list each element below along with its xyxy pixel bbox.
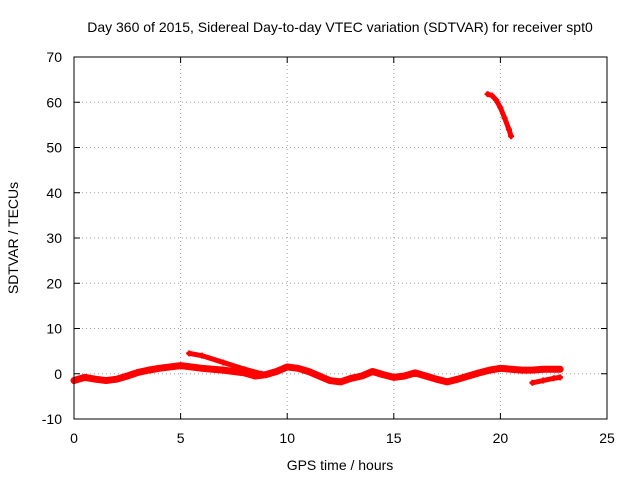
x-tick-labels: 0 5 10 15 20 25	[70, 430, 615, 446]
data-point	[476, 369, 483, 376]
data-point	[273, 368, 280, 375]
x-tick-label: 20	[493, 430, 509, 446]
data-point	[550, 366, 557, 373]
data-point	[505, 126, 512, 133]
data-point	[369, 368, 376, 375]
plot-series	[70, 91, 564, 386]
data-point	[412, 369, 419, 376]
data-point	[348, 375, 355, 382]
data-point	[198, 365, 205, 372]
x-tick-label: 15	[386, 430, 402, 446]
data-point	[540, 366, 547, 373]
data-point	[230, 368, 237, 375]
data-point	[188, 363, 195, 370]
data-point	[529, 367, 536, 374]
y-tick-labels: -10 0 10 20 30 40 50 60 70	[42, 49, 62, 427]
data-point	[134, 369, 141, 376]
series-lower-branch	[529, 374, 563, 386]
data-point	[557, 374, 564, 381]
data-point	[113, 376, 120, 383]
data-point	[557, 366, 564, 373]
data-point	[380, 371, 387, 378]
data-point	[316, 373, 323, 380]
data-point	[433, 376, 440, 383]
data-point	[124, 373, 131, 380]
data-point	[501, 115, 508, 122]
data-point	[305, 368, 312, 375]
x-tick-label: 25	[599, 430, 615, 446]
data-point	[156, 365, 163, 372]
data-point	[284, 363, 291, 370]
data-point	[145, 367, 152, 374]
x-axis-title: GPS time / hours	[287, 457, 394, 473]
x-tick-label: 0	[70, 430, 78, 446]
data-point	[198, 352, 205, 359]
y-tick-label: 70	[46, 49, 62, 65]
data-point	[465, 373, 472, 380]
y-tick-label: 30	[46, 230, 62, 246]
data-point	[92, 376, 99, 383]
data-point	[454, 376, 461, 383]
data-point	[529, 379, 536, 386]
data-point	[102, 377, 109, 384]
data-point	[444, 378, 451, 385]
data-point	[241, 366, 248, 373]
data-point	[358, 373, 365, 380]
data-point	[258, 370, 265, 377]
y-tick-label: 10	[46, 321, 62, 337]
y-tick-label: 20	[46, 275, 62, 291]
data-point	[508, 133, 515, 140]
data-point	[497, 104, 504, 111]
data-point	[81, 374, 88, 381]
data-point	[186, 350, 193, 357]
data-point	[220, 367, 227, 374]
y-tick-label: -10	[42, 411, 62, 427]
y-tick-label: 60	[46, 94, 62, 110]
y-tick-label: 0	[54, 366, 62, 382]
data-point	[326, 377, 333, 384]
data-point	[550, 375, 557, 382]
data-point	[337, 378, 344, 385]
data-point	[294, 365, 301, 372]
y-axis-title: SDTVAR / TECUs	[5, 182, 21, 294]
grid-lines	[74, 57, 607, 419]
axis-ticks	[73, 56, 608, 420]
data-point	[401, 373, 408, 380]
chart-title: Day 360 of 2015, Sidereal Day-to-day VTE…	[87, 19, 593, 35]
y-tick-label: 40	[46, 185, 62, 201]
data-point	[540, 377, 547, 384]
data-point	[493, 96, 500, 103]
data-point	[486, 367, 493, 374]
x-tick-label: 5	[177, 430, 185, 446]
x-tick-label: 10	[279, 430, 295, 446]
data-point	[220, 359, 227, 366]
data-point	[209, 366, 216, 373]
y-tick-label: 50	[46, 140, 62, 156]
data-point	[484, 91, 491, 98]
data-point	[390, 374, 397, 381]
data-point	[166, 363, 173, 370]
data-point	[488, 92, 495, 99]
data-point	[508, 366, 515, 373]
data-point	[177, 362, 184, 369]
data-point	[518, 367, 525, 374]
data-point	[422, 373, 429, 380]
data-point	[497, 365, 504, 372]
